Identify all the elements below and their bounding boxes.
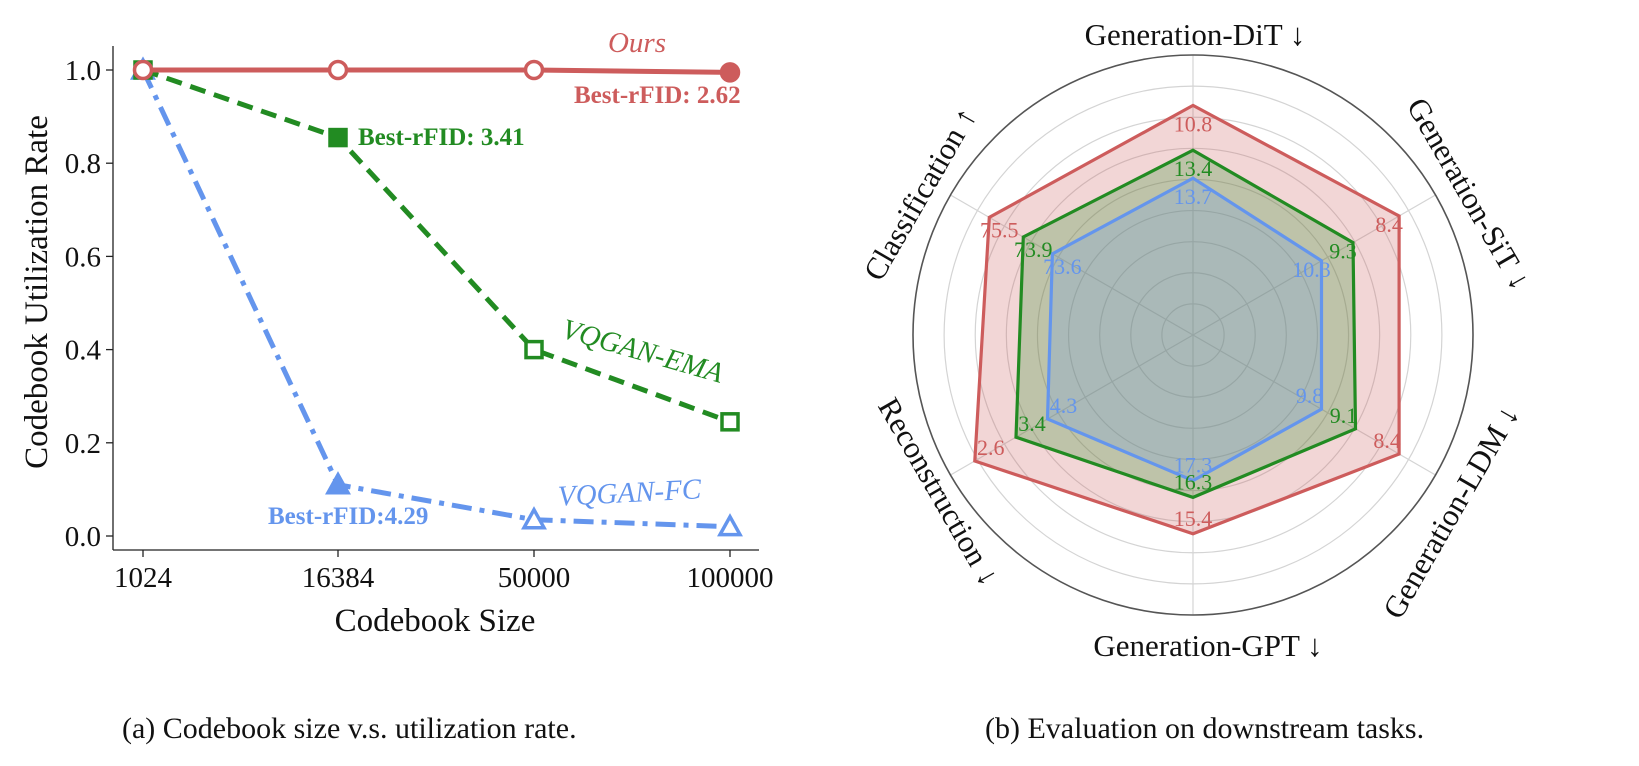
radar-value-label: 10.8	[1174, 111, 1213, 136]
y-tick-label: 0.6	[65, 241, 101, 273]
radar-value-label: 16.3	[1174, 469, 1213, 494]
x-tick-label: 100000	[687, 562, 774, 594]
radar-value-label: 8.4	[1373, 428, 1401, 453]
radar-axis-label-generation-gpt: Generation-GPT ↓	[1093, 628, 1322, 663]
data-point-ours	[523, 59, 545, 81]
radar-value-label: 3.4	[1018, 411, 1046, 436]
radar-spoke	[950, 334, 1194, 476]
x-tick-label: 50000	[498, 562, 571, 594]
series-label-vqgan-ema: VQGAN-EMA	[558, 313, 727, 390]
series-line-vqgan-ema	[142, 67, 731, 425]
data-point-ours	[719, 62, 741, 83]
data-point-ours	[132, 59, 154, 81]
radar-value-label: 73.9	[1014, 237, 1053, 262]
radar-value-label: 13.4	[1174, 156, 1213, 181]
x-tick-label: 1024	[114, 562, 173, 594]
caption-a: (a) Codebook size v.s. utilization rate.	[122, 712, 577, 745]
radar-value-label: 75.5	[980, 217, 1019, 242]
radar-value-label: 4.3	[1050, 393, 1078, 418]
y-tick-label: 1.0	[65, 55, 101, 87]
data-point-vqgan-fc	[521, 506, 547, 530]
data-point-vqgan-fc	[325, 471, 351, 495]
y-tick-label: 0.2	[65, 428, 101, 460]
x-axis-title: Codebook Size	[335, 603, 536, 639]
radar-value-label: 9.3	[1329, 239, 1357, 264]
data-point-vqgan-ema	[524, 339, 544, 360]
caption-b: (b) Evaluation on downstream tasks.	[985, 712, 1425, 745]
radar-series-polygon-3	[1045, 176, 1324, 483]
y-tick-label: 0.0	[65, 521, 101, 553]
radar-value-label: 10.3	[1292, 257, 1331, 282]
radar-value-label: 13.7	[1174, 184, 1213, 209]
radar-spoke	[950, 194, 1194, 336]
radar-value-label: 8.4	[1375, 212, 1403, 237]
y-tick-label: 0.8	[65, 148, 101, 180]
series-line-ours	[143, 67, 731, 75]
data-point-ours	[327, 59, 349, 81]
best-rfid-ours: Best-rFID: 2.62	[574, 82, 741, 109]
downstream-radar-chart: 10.8 8.4 8.4 15.4 2.6 75.5 13.4 9.3 9.1 16.3 3.4 73…	[856, 17, 1538, 663]
data-point-vqgan-ema	[328, 127, 348, 148]
series-line-vqgan-fc	[140, 68, 731, 530]
x-tick-label: 16384	[302, 562, 375, 594]
radar-value-label: 9.8	[1296, 383, 1324, 408]
radar-axis-label-generation-sit: Generation-SiT ↓	[1400, 92, 1538, 296]
radar-value-label: 17.3	[1174, 453, 1213, 478]
data-point-vqgan-fc	[717, 513, 743, 537]
best-rfid-vqgan-ema: Best-rFID: 3.41	[358, 124, 525, 151]
radar-spoke	[1192, 334, 1436, 476]
series-label-ours: Ours	[608, 27, 666, 59]
radar-series-polygon-2	[1014, 148, 1358, 500]
y-axis-title: Codebook Utilization Rate	[19, 115, 55, 469]
radar-value-label: 15.4	[1174, 506, 1213, 531]
best-rfid-vqgan-fc: Best-rFID:4.29	[268, 503, 428, 530]
radar-axis-label-classification: Classification ↑	[856, 101, 983, 286]
radar-outer-ring	[912, 54, 1474, 616]
radar-value-label: 9.1	[1330, 403, 1358, 428]
radar-spoke	[1192, 194, 1436, 336]
radar-axis-label-generation-dit: Generation-DiT ↓	[1085, 17, 1306, 52]
utilization-line-chart: 0.0 0.2 0.4 0.6 0.8 1.0 1024 16384 50000 100000 Co…	[19, 27, 774, 639]
data-point-vqgan-ema	[720, 412, 740, 432]
y-tick-label: 0.4	[65, 335, 102, 367]
radar-value-label: 2.6	[977, 435, 1005, 460]
series-label-vqgan-fc: VQGAN-FC	[557, 473, 703, 512]
radar-value-label: 73.6	[1043, 254, 1082, 279]
